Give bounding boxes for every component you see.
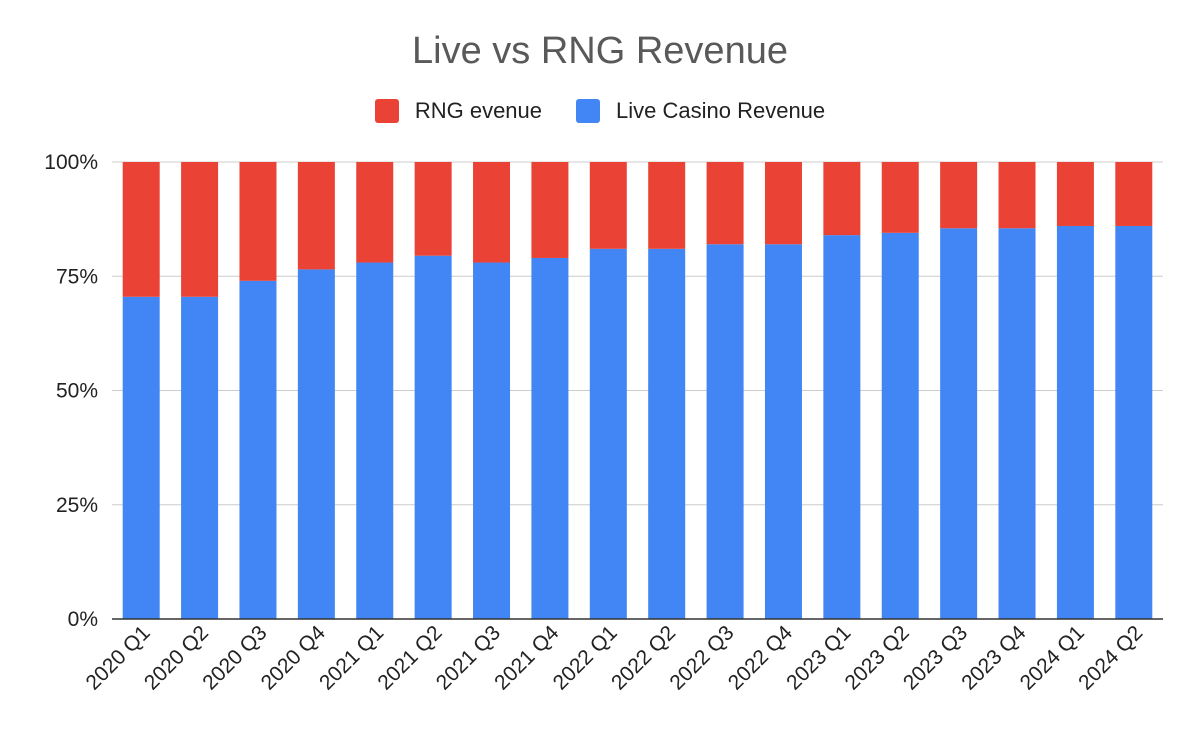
bar-rng[interactable] xyxy=(998,162,1036,229)
y-tick-label: 100% xyxy=(44,151,98,174)
bar-live-casino[interactable] xyxy=(881,232,919,619)
legend-label-live-casino: Live Casino Revenue xyxy=(616,98,826,123)
bar-live-casino[interactable] xyxy=(589,248,627,619)
bar-live-casino[interactable] xyxy=(1115,225,1153,620)
bar-live-casino[interactable] xyxy=(706,244,744,619)
grid-lines xyxy=(112,161,1163,506)
bar-live-casino[interactable] xyxy=(181,296,219,619)
bar-live-casino[interactable] xyxy=(764,244,802,619)
legend-label-rng: RNG evenue xyxy=(414,98,543,123)
legend-swatch-rng xyxy=(374,99,399,123)
bar-live-casino[interactable] xyxy=(414,255,452,619)
bar-rng[interactable] xyxy=(648,162,686,249)
bar-rng[interactable] xyxy=(122,162,160,297)
y-tick-label: 50% xyxy=(56,380,98,403)
bar-rng[interactable] xyxy=(531,162,569,258)
bar-live-casino[interactable] xyxy=(473,262,511,619)
bar-rng[interactable] xyxy=(1115,162,1153,226)
x-tick-label: 2022 Q3 xyxy=(665,621,738,694)
chart-title: Live vs RNG Revenue xyxy=(412,30,788,72)
legend-entry-rng[interactable]: RNG evenue xyxy=(374,98,543,124)
legend-entry-live-casino[interactable]: Live Casino Revenue xyxy=(576,98,825,124)
x-tick-label: 2020 Q3 xyxy=(198,621,271,694)
bar-live-casino[interactable] xyxy=(940,228,978,619)
bar-live-casino[interactable] xyxy=(297,269,335,619)
y-tick-label: 75% xyxy=(56,265,98,288)
x-tick-label: 2021 Q2 xyxy=(373,621,446,694)
bar-rng[interactable] xyxy=(356,162,394,263)
bar-rng[interactable] xyxy=(297,162,335,270)
bars xyxy=(122,162,1153,620)
bar-rng[interactable] xyxy=(589,162,627,249)
legend: RNG evenue Live Casino Revenue xyxy=(0,98,1200,124)
x-tick-label: 2022 Q2 xyxy=(607,621,680,694)
bar-live-casino[interactable] xyxy=(823,235,861,619)
bar-live-casino[interactable] xyxy=(998,228,1036,619)
bar-rng[interactable] xyxy=(706,162,744,245)
bar-rng[interactable] xyxy=(473,162,511,263)
x-tick-label: 2022 Q1 xyxy=(549,621,622,694)
bar-rng[interactable] xyxy=(940,162,978,229)
bar-rng[interactable] xyxy=(414,162,452,256)
bar-rng[interactable] xyxy=(239,162,277,281)
bar-live-casino[interactable] xyxy=(122,296,160,619)
y-tick-label: 25% xyxy=(56,494,98,517)
bar-live-casino[interactable] xyxy=(1056,225,1094,620)
x-tick-label: 2024 Q2 xyxy=(1074,621,1147,694)
bar-live-casino[interactable] xyxy=(531,257,569,619)
x-tick-label: 2023 Q3 xyxy=(899,621,972,694)
legend-swatch-live-casino xyxy=(576,99,601,123)
x-tick-label: 2020 Q2 xyxy=(140,621,213,694)
bar-live-casino[interactable] xyxy=(356,262,394,619)
bar-live-casino[interactable] xyxy=(239,280,277,619)
x-tick-label: 2021 Q3 xyxy=(432,621,505,694)
bar-live-casino[interactable] xyxy=(648,248,686,619)
bar-rng[interactable] xyxy=(181,162,219,297)
bar-rng[interactable] xyxy=(823,162,861,236)
y-tick-label: 0% xyxy=(68,608,98,631)
x-tick-label: 2023 Q1 xyxy=(782,621,855,694)
x-tick-label: 2020 Q1 xyxy=(81,621,154,694)
bar-rng[interactable] xyxy=(881,162,919,233)
bar-rng[interactable] xyxy=(764,162,802,245)
x-tick-label: 2024 Q1 xyxy=(1016,621,1089,694)
bar-rng[interactable] xyxy=(1056,162,1094,226)
